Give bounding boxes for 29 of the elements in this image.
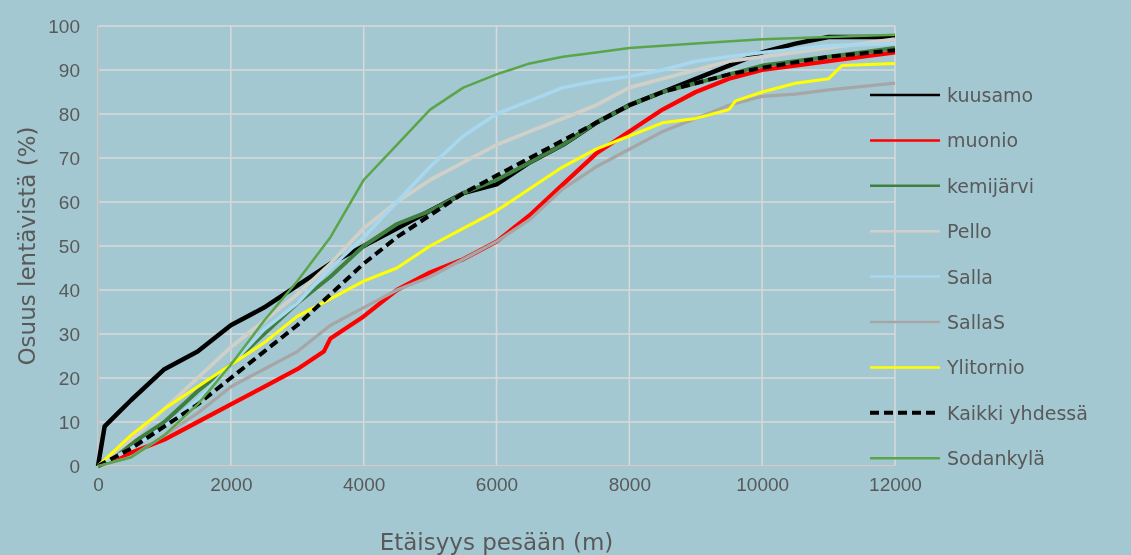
legend-label: Pello: [947, 220, 992, 243]
y-tick-label: 0: [69, 455, 80, 477]
y-tick-label: 60: [58, 191, 80, 213]
legend-label: Kaikki yhdessä: [947, 401, 1088, 424]
y-tick-label: 20: [58, 367, 80, 389]
x-tick-label: 0: [93, 474, 104, 496]
legend-label: Sodankylä: [947, 447, 1045, 470]
x-tick-label: 12000: [869, 474, 922, 496]
x-tick-label: 2000: [210, 474, 253, 496]
x-tick-label: 8000: [608, 474, 651, 496]
y-tick-label: 90: [58, 59, 80, 81]
legend-label: kemijärvi: [947, 174, 1035, 197]
y-tick-label: 10: [58, 411, 80, 433]
y-axis-title: Osuus lentävistä (%): [14, 126, 40, 366]
legend-label: Ylitornio: [946, 356, 1025, 379]
y-tick-label: 100: [48, 15, 80, 37]
legend-label: kuusamo: [947, 84, 1034, 106]
legend-label: SallaS: [947, 311, 1005, 333]
y-tick-label: 80: [58, 103, 80, 125]
x-tick-label: 10000: [736, 474, 790, 496]
x-tick-label: 4000: [343, 474, 386, 496]
y-tick-label: 30: [58, 323, 80, 345]
y-tick-label: 70: [58, 147, 80, 169]
y-tick-label: 40: [58, 279, 80, 301]
x-axis-title: Etäisyys pesään (m): [379, 529, 614, 555]
x-tick-label: 6000: [475, 474, 519, 496]
y-tick-label: 50: [58, 235, 80, 257]
legend-label: muonio: [947, 129, 1019, 152]
legend-label: Salla: [947, 265, 993, 288]
